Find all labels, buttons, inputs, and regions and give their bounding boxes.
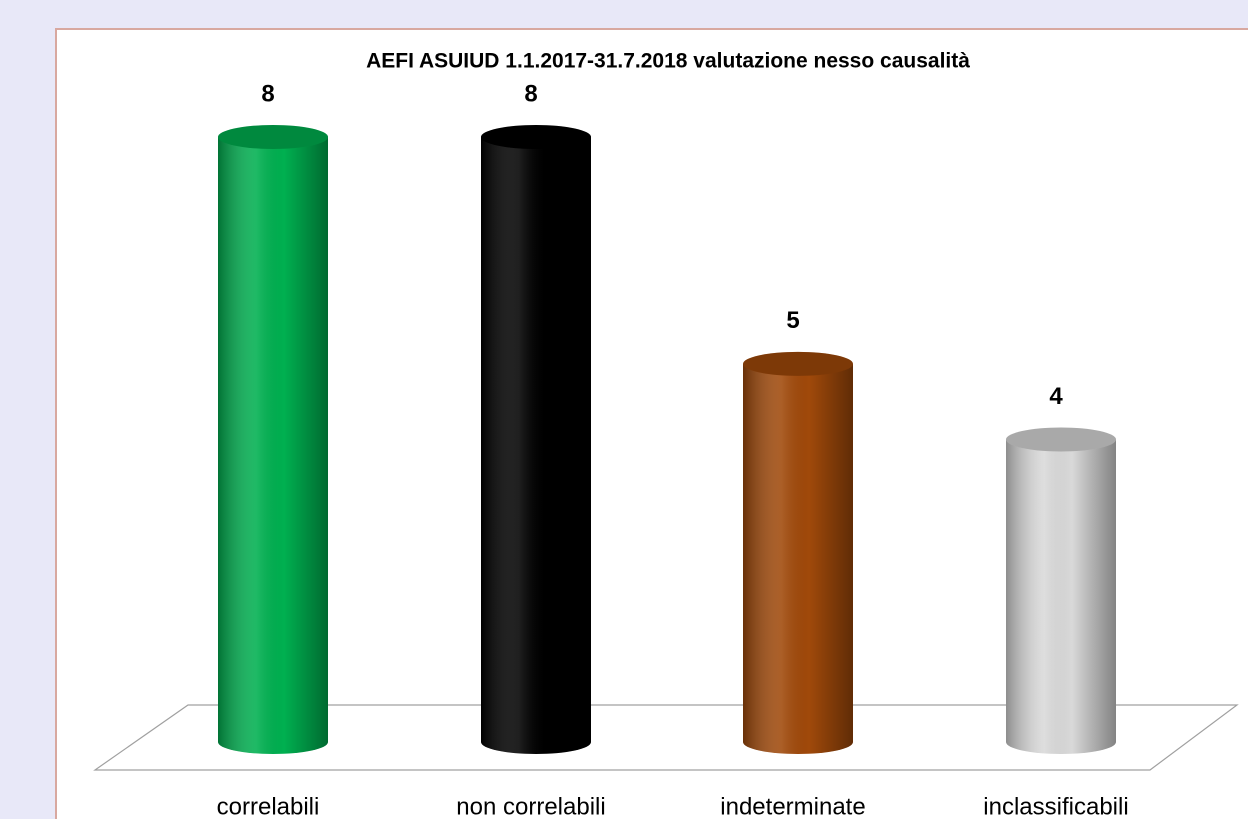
bar-shading xyxy=(743,363,853,754)
bar-shading xyxy=(1006,439,1116,754)
value-label: 8 xyxy=(261,80,274,107)
bar-top-shade xyxy=(743,351,853,376)
x-tick-label: inclassificabili xyxy=(983,793,1128,819)
value-label: 8 xyxy=(524,80,537,107)
value-label: 5 xyxy=(786,307,799,334)
bar-top-shade xyxy=(218,125,328,149)
bar-top xyxy=(743,351,853,376)
value-label: 4 xyxy=(1049,383,1063,410)
x-tick-label: non correlabili xyxy=(456,793,605,819)
chart-title: AEFI ASUIUD 1.1.2017-31.7.2018 valutazio… xyxy=(366,50,970,73)
bar-shading xyxy=(481,137,591,754)
x-tick-label: correlabili xyxy=(217,793,320,819)
bar-top-shade xyxy=(481,125,591,149)
bar-top xyxy=(218,125,328,149)
x-tick-label: indeterminate xyxy=(720,793,865,819)
bar-top-shade xyxy=(1006,427,1116,452)
bar-top xyxy=(481,125,591,149)
bar-shading xyxy=(218,137,328,754)
floor xyxy=(93,704,1239,771)
bar-top xyxy=(1006,427,1116,452)
